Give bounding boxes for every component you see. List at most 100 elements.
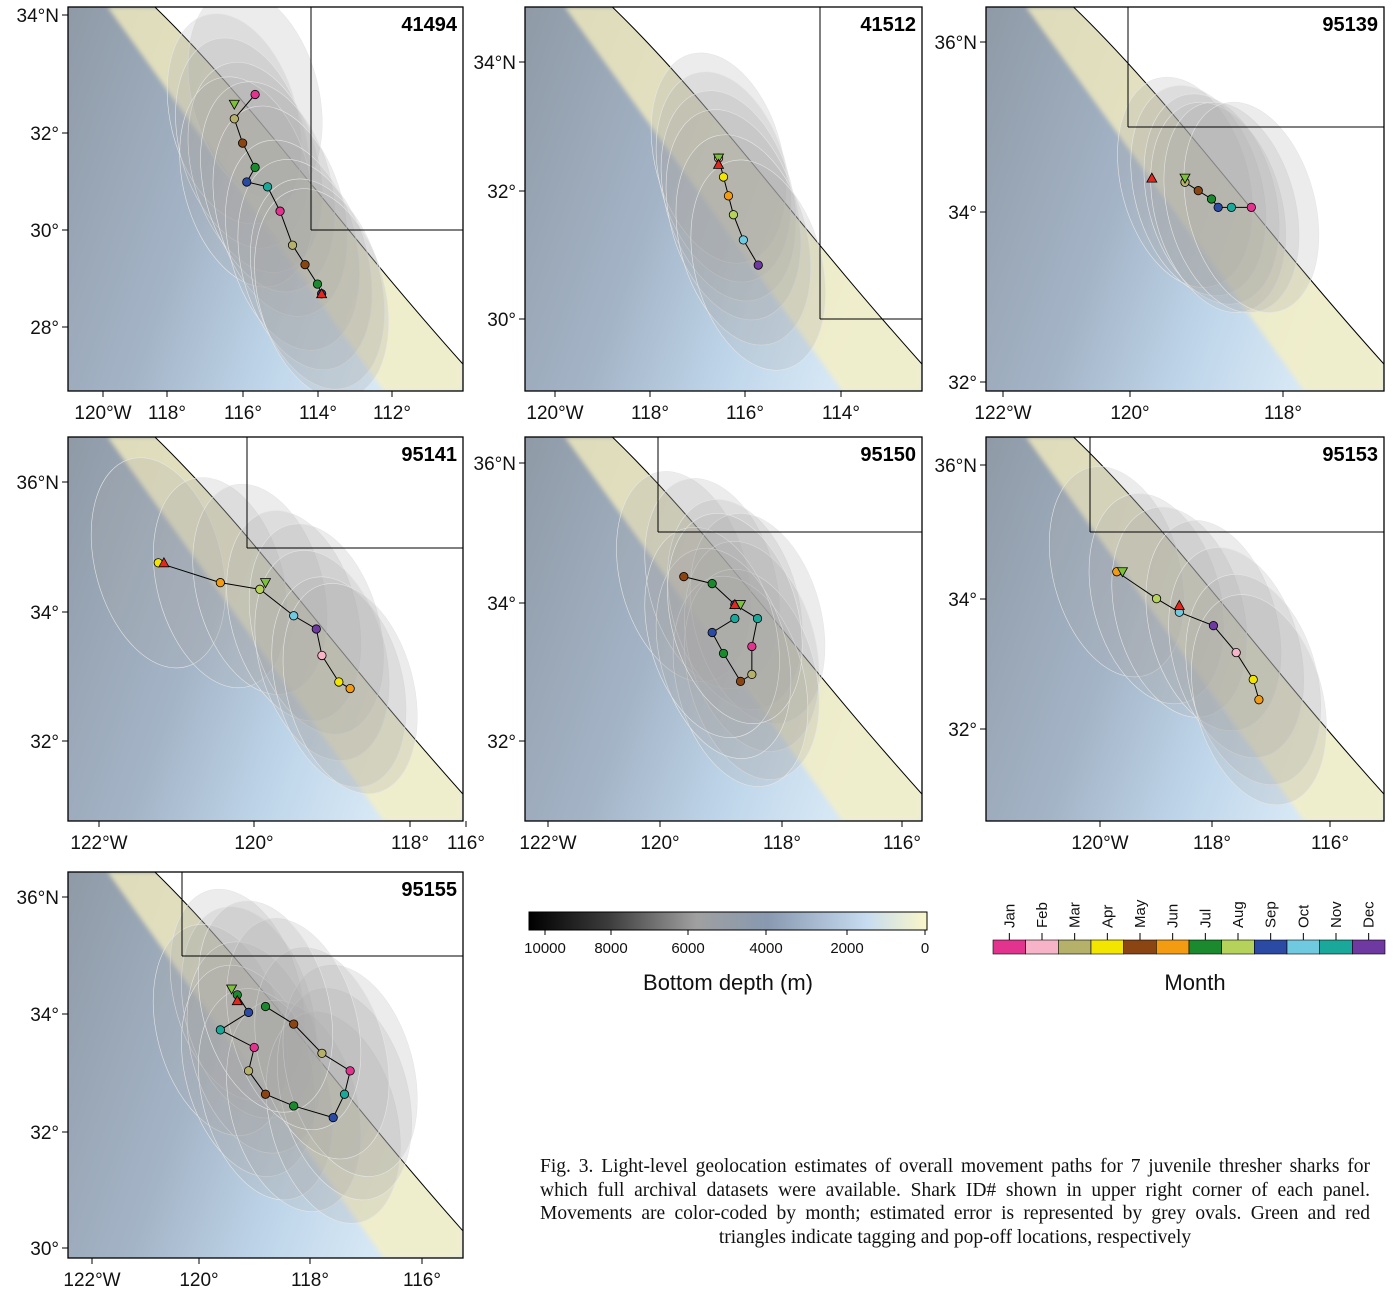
month-legend-title: Month xyxy=(1164,970,1225,995)
panel-id: 95153 xyxy=(1322,444,1378,466)
track-point xyxy=(262,182,273,192)
track-point xyxy=(753,260,763,270)
map-area xyxy=(68,437,463,821)
popoff-triangle xyxy=(1173,599,1185,610)
lon-label: 112° xyxy=(373,403,411,424)
track-point xyxy=(215,1025,225,1035)
lon-label: 120° xyxy=(1110,403,1149,424)
tagging-triangle xyxy=(1179,173,1191,184)
lat-label: 32° xyxy=(948,720,977,741)
shelf-band xyxy=(564,437,922,821)
depth-legend-title: Bottom depth (m) xyxy=(643,970,813,995)
month-label: Oct xyxy=(1295,904,1312,928)
lat-label: 32° xyxy=(948,373,977,394)
lat-label: 32° xyxy=(30,124,59,145)
land-coastline xyxy=(154,7,463,365)
panel-id: 95155 xyxy=(401,879,457,901)
track-point xyxy=(243,1007,254,1017)
month-label: Mar xyxy=(1067,902,1084,928)
track-point xyxy=(287,240,298,250)
map-panel-41512: 41512 34°N 32° 30° 120°W 118° 116° 114° xyxy=(474,6,923,424)
lat-label: 32° xyxy=(487,732,516,753)
tagging-triangle xyxy=(225,984,238,995)
track-point xyxy=(1193,186,1203,196)
track-point xyxy=(728,210,739,220)
track-point xyxy=(679,572,689,582)
track-point xyxy=(1248,674,1258,685)
lat-label: 28° xyxy=(30,318,59,339)
lon-label: 120°W xyxy=(74,403,131,424)
track-point xyxy=(260,1089,271,1099)
track-point xyxy=(328,1113,338,1123)
popoff-triangle xyxy=(712,158,725,169)
lon-label: 122°W xyxy=(63,1270,120,1291)
lon-label: 122°W xyxy=(70,833,127,854)
lat-label: 34° xyxy=(487,594,516,615)
lat-label: 30° xyxy=(487,310,516,331)
month-label: Jan xyxy=(1001,904,1018,928)
track-point xyxy=(1151,594,1162,604)
track-point xyxy=(215,578,225,588)
track-point xyxy=(1231,647,1241,658)
panel-frame xyxy=(985,436,1385,822)
tagging-triangle xyxy=(259,578,272,589)
lat-label: 34° xyxy=(30,1005,59,1026)
month-swatch xyxy=(1254,939,1288,955)
lon-label: 116° xyxy=(224,403,262,424)
depth-tick-label: 2000 xyxy=(830,940,863,957)
track-point xyxy=(735,676,746,686)
lat-label: 36°N xyxy=(17,473,59,494)
depth-tick-label: 8000 xyxy=(594,940,627,957)
lon-label: 116° xyxy=(883,833,921,854)
lon-label: 116° xyxy=(403,1270,441,1291)
lon-label: 118° xyxy=(148,403,186,424)
shelf-band xyxy=(107,872,463,1258)
month-colorbar: Jan Feb Mar Apr May Jun Jul Aug Sep Oct Nov Dec Mont… xyxy=(992,899,1386,995)
figure-caption: Fig. 3. Light-level geolocation estimate… xyxy=(540,1156,1370,1248)
popoff-triangle xyxy=(1146,172,1158,183)
lat-label: 32° xyxy=(30,732,59,753)
lon-label: 118° xyxy=(291,1270,329,1291)
month-label: Jul xyxy=(1197,909,1214,928)
track-point xyxy=(317,650,327,661)
lat-label: 30° xyxy=(30,1239,59,1260)
land-coastline xyxy=(154,437,463,795)
tagging-triangle xyxy=(1116,567,1129,578)
track-point xyxy=(1208,621,1219,631)
month-swatch xyxy=(1123,939,1157,955)
lat-label: 36°N xyxy=(17,888,59,909)
track-point xyxy=(345,1066,355,1076)
track-point xyxy=(289,1101,299,1111)
track-point xyxy=(1206,194,1217,204)
map-area xyxy=(986,437,1384,821)
lat-label: 34°N xyxy=(17,6,59,27)
track-point xyxy=(317,1048,327,1058)
lat-label: 32° xyxy=(30,1123,59,1144)
land-coastline xyxy=(611,7,922,365)
map-area xyxy=(68,872,463,1258)
track-point xyxy=(718,172,729,182)
lon-label: 120° xyxy=(179,1270,218,1291)
map-panel-95139: 95139 36°N 34° 32° 122°W 120° 118° xyxy=(935,6,1385,424)
map-area xyxy=(525,7,922,391)
popoff-triangle xyxy=(158,556,170,568)
month-label: Jun xyxy=(1165,904,1182,928)
depth-tick-label: 4000 xyxy=(749,940,782,957)
depth-colorbar: 10000 8000 6000 4000 2000 0 Bottom depth (m) xyxy=(524,911,929,995)
shelf-band xyxy=(1025,437,1384,821)
track-point xyxy=(243,1066,254,1076)
month-swatch xyxy=(1188,939,1222,955)
panel-frame xyxy=(67,871,464,1259)
track-point xyxy=(747,669,757,679)
track-point xyxy=(752,613,763,624)
map-area xyxy=(986,7,1384,391)
map-panel-41494: 41494 34°N 32° 30° 28° 120°W 118° 116° 114° 112° xyxy=(17,6,464,424)
lon-label: 116° xyxy=(1311,833,1349,854)
popoff-triangle xyxy=(729,598,741,609)
track-point xyxy=(229,114,239,124)
track-point xyxy=(707,627,717,638)
month-swatch xyxy=(1025,939,1059,955)
land-coastline xyxy=(611,437,922,795)
panel-id: 95139 xyxy=(1322,14,1378,36)
